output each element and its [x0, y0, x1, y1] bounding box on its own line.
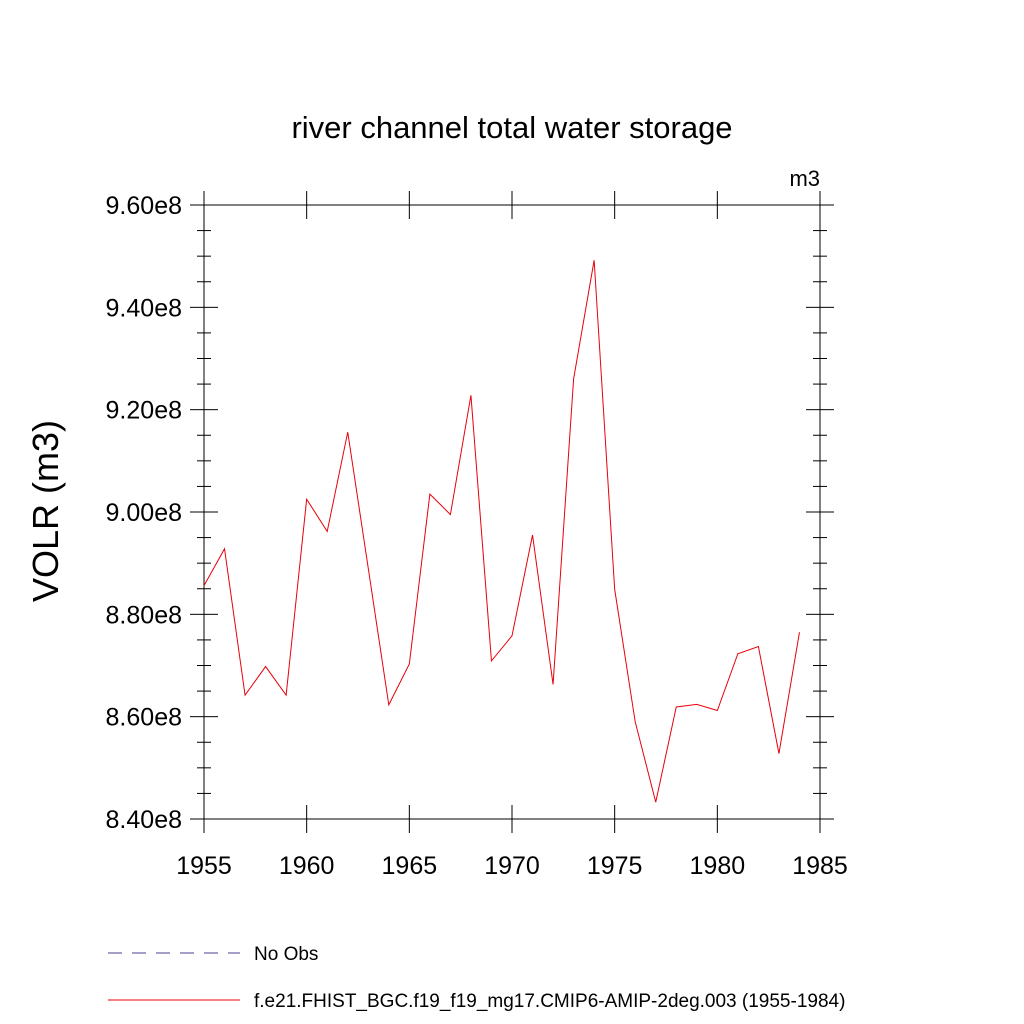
legend-label-no-obs: No Obs — [254, 944, 318, 965]
legend-label-model-run: f.e21.FHIST_BGC.f19_f19_mg17.CMIP6-AMIP-… — [254, 991, 845, 1012]
y-tick-label: 9.60e8 — [106, 192, 182, 220]
x-tick-label: 1960 — [279, 852, 335, 880]
units-label: m3 — [789, 166, 820, 191]
x-tick-label: 1980 — [690, 852, 746, 880]
series-line — [203, 260, 800, 803]
y-tick-label: 8.60e8 — [106, 704, 182, 732]
x-tick-label: 1965 — [382, 852, 438, 880]
series-layer — [203, 260, 800, 803]
chart-title: river channel total water storage — [291, 110, 732, 145]
x-tick-label: 1975 — [587, 852, 643, 880]
y-tick-label: 8.40e8 — [106, 806, 182, 834]
legend: No Obs f.e21.FHIST_BGC.f19_f19_mg17.CMIP… — [108, 944, 845, 1012]
y-axis-label: VOLR (m3) — [25, 420, 66, 602]
x-tick-label: 1955 — [176, 852, 232, 880]
axes: 1955 1960 1965 1970 1975 1980 1985 8.40e8 8.60e8… — [106, 191, 848, 880]
x-tick-label: 1985 — [792, 852, 848, 880]
y-tick-label: 8.80e8 — [106, 601, 182, 629]
x-tick-label: 1970 — [484, 852, 540, 880]
y-tick-label: 9.00e8 — [106, 499, 182, 527]
y-tick-label: 9.40e8 — [106, 294, 182, 322]
plot-frame — [203, 204, 821, 820]
y-tick-label: 9.20e8 — [106, 397, 182, 425]
